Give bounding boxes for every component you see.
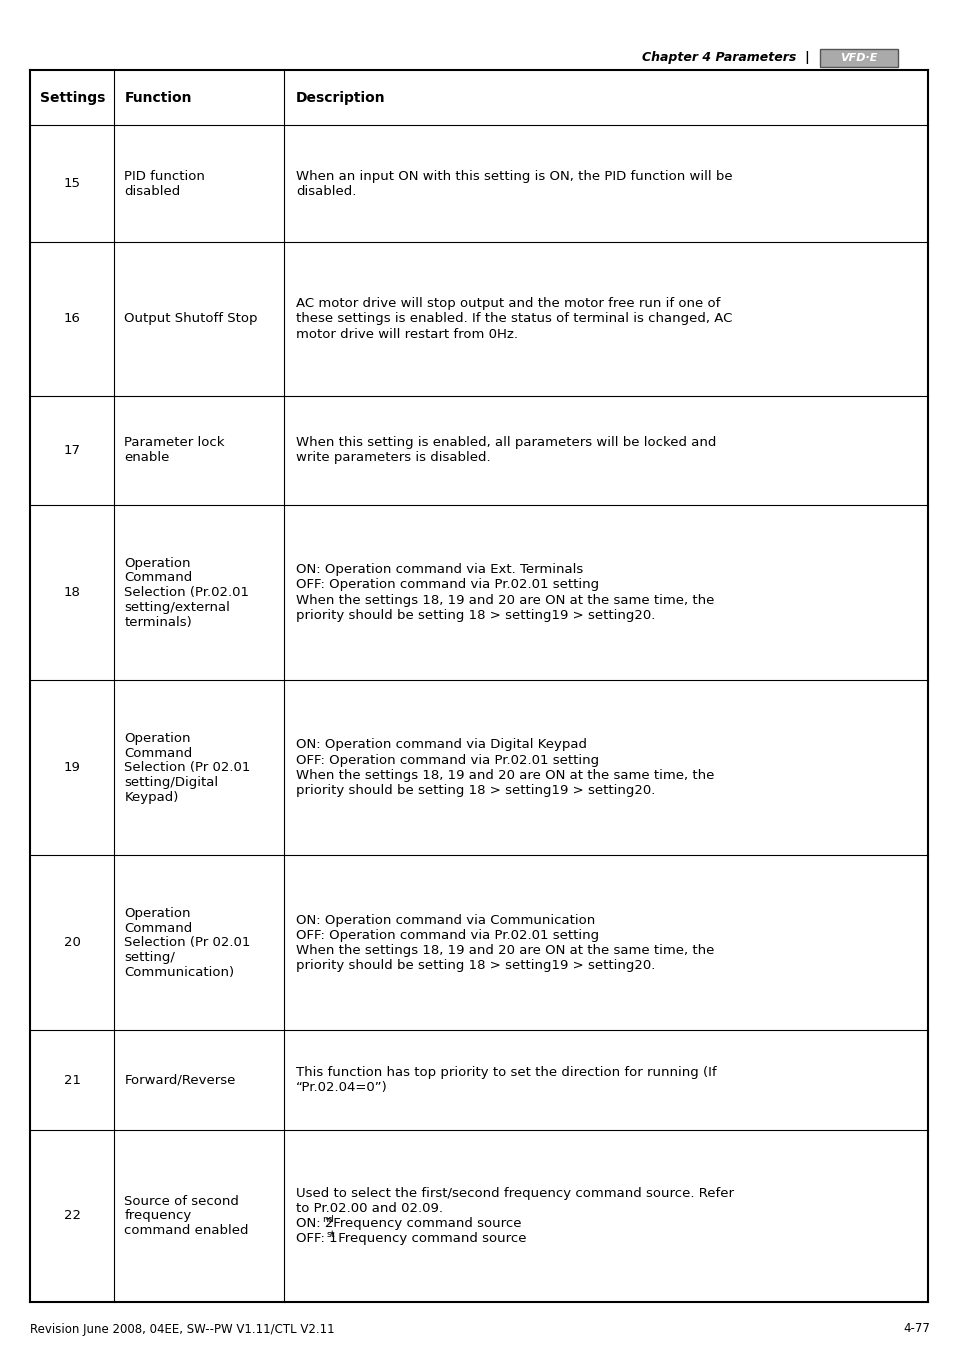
Text: these settings is enabled. If the status of terminal is changed, AC: these settings is enabled. If the status… (295, 312, 732, 326)
Text: Selection (Pr 02.01: Selection (Pr 02.01 (124, 761, 251, 775)
Text: OFF: 1: OFF: 1 (295, 1232, 337, 1246)
Bar (820, 49, 897, 66)
Text: Command: Command (124, 571, 193, 585)
Text: Selection (Pr 02.01: Selection (Pr 02.01 (124, 936, 251, 950)
Text: priority should be setting 18 > setting19 > setting20.: priority should be setting 18 > setting1… (295, 959, 655, 972)
Text: When the settings 18, 19 and 20 are ON at the same time, the: When the settings 18, 19 and 20 are ON a… (295, 944, 714, 957)
Text: ON: Operation command via Digital Keypad: ON: Operation command via Digital Keypad (295, 738, 586, 752)
Text: Function: Function (124, 91, 192, 104)
Text: OFF: Operation command via Pr.02.01 setting: OFF: Operation command via Pr.02.01 sett… (295, 578, 598, 592)
Text: Used to select the first/second frequency command source. Refer: Used to select the first/second frequenc… (295, 1186, 734, 1200)
Text: VFD·E: VFD·E (840, 53, 877, 62)
Text: frequency: frequency (124, 1209, 192, 1223)
Text: Output Shutoff Stop: Output Shutoff Stop (124, 312, 257, 326)
Text: Settings: Settings (39, 91, 105, 104)
Text: priority should be setting 18 > setting19 > setting20.: priority should be setting 18 > setting1… (295, 784, 655, 797)
Text: Chapter 4 Parameters  |: Chapter 4 Parameters | (641, 52, 809, 65)
Text: Frequency command source: Frequency command source (329, 1217, 521, 1229)
Text: 22: 22 (64, 1209, 81, 1223)
Text: When an input ON with this setting is ON, the PID function will be: When an input ON with this setting is ON… (295, 170, 732, 183)
Text: priority should be setting 18 > setting19 > setting20.: priority should be setting 18 > setting1… (295, 609, 655, 622)
Text: Revision June 2008, 04EE, SW--PW V1.11/CTL V2.11: Revision June 2008, 04EE, SW--PW V1.11/C… (30, 1323, 335, 1335)
Text: PID function: PID function (124, 170, 205, 183)
Text: 19: 19 (64, 761, 81, 775)
Text: disabled.: disabled. (295, 185, 356, 198)
Text: disabled: disabled (124, 185, 180, 198)
Text: OFF: Operation command via Pr.02.01 setting: OFF: Operation command via Pr.02.01 sett… (295, 928, 598, 942)
Text: Parameter lock: Parameter lock (124, 437, 225, 449)
Text: When the settings 18, 19 and 20 are ON at the same time, the: When the settings 18, 19 and 20 are ON a… (295, 769, 714, 782)
Text: When this setting is enabled, all parameters will be locked and: When this setting is enabled, all parame… (295, 436, 716, 449)
Text: 4-77: 4-77 (902, 1323, 929, 1335)
Text: 20: 20 (64, 936, 81, 950)
Text: Operation: Operation (124, 731, 191, 745)
Text: 21: 21 (64, 1073, 81, 1087)
Text: motor drive will restart from 0Hz.: motor drive will restart from 0Hz. (295, 327, 517, 341)
Text: Selection (Pr.02.01: Selection (Pr.02.01 (124, 586, 249, 598)
Text: This function has top priority to set the direction for running (If: This function has top priority to set th… (295, 1067, 716, 1079)
Text: setting/Digital: setting/Digital (124, 776, 218, 788)
Text: Command: Command (124, 921, 193, 935)
Text: 18: 18 (64, 586, 81, 598)
Text: st: st (327, 1231, 335, 1239)
Text: Command: Command (124, 746, 193, 760)
Text: setting/external: setting/external (124, 601, 230, 613)
Text: to Pr.02.00 and 02.09.: to Pr.02.00 and 02.09. (295, 1202, 443, 1215)
Text: ON: Operation command via Communication: ON: Operation command via Communication (295, 913, 595, 927)
Text: Operation: Operation (124, 556, 191, 570)
Text: ON: 2: ON: 2 (295, 1217, 334, 1229)
Text: Forward/Reverse: Forward/Reverse (124, 1073, 235, 1087)
Text: 17: 17 (64, 444, 81, 457)
Text: ON: Operation command via Ext. Terminals: ON: Operation command via Ext. Terminals (295, 563, 583, 577)
Text: When the settings 18, 19 and 20 are ON at the same time, the: When the settings 18, 19 and 20 are ON a… (295, 593, 714, 607)
Text: Description: Description (295, 91, 385, 104)
Text: Communication): Communication) (124, 966, 234, 978)
Text: 16: 16 (64, 312, 81, 326)
Text: write parameters is disabled.: write parameters is disabled. (295, 452, 490, 464)
Text: OFF: Operation command via Pr.02.01 setting: OFF: Operation command via Pr.02.01 sett… (295, 753, 598, 767)
Text: 15: 15 (64, 178, 81, 190)
Text: command enabled: command enabled (124, 1224, 249, 1238)
Text: Source of second: Source of second (124, 1194, 239, 1208)
Text: Operation: Operation (124, 906, 191, 920)
Text: terminals): terminals) (124, 616, 192, 628)
Text: Keypad): Keypad) (124, 791, 178, 803)
Text: setting/: setting/ (124, 951, 175, 963)
Text: enable: enable (124, 451, 170, 464)
Text: AC motor drive will stop output and the motor free run if one of: AC motor drive will stop output and the … (295, 297, 720, 311)
Text: nd: nd (321, 1215, 334, 1224)
Text: Frequency command source: Frequency command source (334, 1232, 526, 1246)
Text: “Pr.02.04=0”): “Pr.02.04=0”) (295, 1082, 388, 1094)
